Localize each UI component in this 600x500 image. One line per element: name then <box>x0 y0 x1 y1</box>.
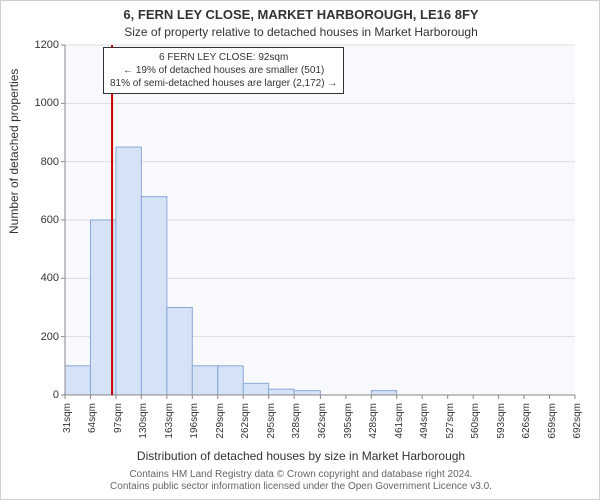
x-tick-label: 494sqm <box>419 403 430 453</box>
x-tick-label: 64sqm <box>87 403 98 453</box>
x-tick-label: 461sqm <box>394 403 405 453</box>
histogram-bar <box>294 391 320 395</box>
histogram-bar <box>167 308 192 396</box>
y-axis-label: Number of detached properties <box>7 69 21 234</box>
y-tick-label: 200 <box>19 331 59 343</box>
y-tick-label: 1000 <box>19 97 59 109</box>
histogram-bar <box>371 391 396 395</box>
callout-line1: 6 FERN LEY CLOSE: 92sqm <box>110 51 337 64</box>
x-tick-label: 593sqm <box>496 403 507 453</box>
chart-frame: 6, FERN LEY CLOSE, MARKET HARBOROUGH, LE… <box>0 0 600 500</box>
histogram-bar <box>269 389 294 395</box>
histogram-plot <box>65 45 575 395</box>
histogram-bar <box>116 147 141 395</box>
callout-line2: ← 19% of detached houses are smaller (50… <box>110 64 337 77</box>
x-tick-label: 130sqm <box>138 403 149 453</box>
y-tick-label: 0 <box>19 389 59 401</box>
title-main: 6, FERN LEY CLOSE, MARKET HARBOROUGH, LE… <box>1 7 600 22</box>
x-tick-label: 163sqm <box>164 403 175 453</box>
property-callout: 6 FERN LEY CLOSE: 92sqm← 19% of detached… <box>103 47 344 94</box>
histogram-bar <box>218 366 243 395</box>
x-tick-label: 262sqm <box>240 403 251 453</box>
x-tick-label: 229sqm <box>215 403 226 453</box>
histogram-bar <box>192 366 217 395</box>
x-tick-label: 626sqm <box>521 403 532 453</box>
x-tick-label: 362sqm <box>317 403 328 453</box>
histogram-bar <box>65 366 90 395</box>
x-tick-label: 395sqm <box>343 403 354 453</box>
x-tick-label: 31sqm <box>62 403 73 453</box>
plot-svg <box>65 45 575 395</box>
y-tick-label: 400 <box>19 272 59 284</box>
x-tick-label: 196sqm <box>189 403 200 453</box>
histogram-bar <box>243 383 268 395</box>
callout-line3: 81% of semi-detached houses are larger (… <box>110 77 337 90</box>
footnote-line1: Contains HM Land Registry data © Crown c… <box>129 469 472 480</box>
footnote-line2: Contains public sector information licen… <box>110 481 492 492</box>
histogram-bar <box>141 197 166 395</box>
y-tick-label: 800 <box>19 156 59 168</box>
x-tick-label: 560sqm <box>470 403 481 453</box>
y-tick-label: 1200 <box>19 39 59 51</box>
x-tick-label: 527sqm <box>445 403 456 453</box>
x-tick-label: 692sqm <box>572 403 583 453</box>
y-tick-label: 600 <box>19 214 59 226</box>
x-tick-label: 328sqm <box>291 403 302 453</box>
x-tick-label: 295sqm <box>266 403 277 453</box>
footnote: Contains HM Land Registry data © Crown c… <box>1 469 600 493</box>
x-tick-label: 428sqm <box>368 403 379 453</box>
title-sub: Size of property relative to detached ho… <box>1 25 600 39</box>
x-tick-label: 97sqm <box>113 403 124 453</box>
x-tick-label: 659sqm <box>547 403 558 453</box>
